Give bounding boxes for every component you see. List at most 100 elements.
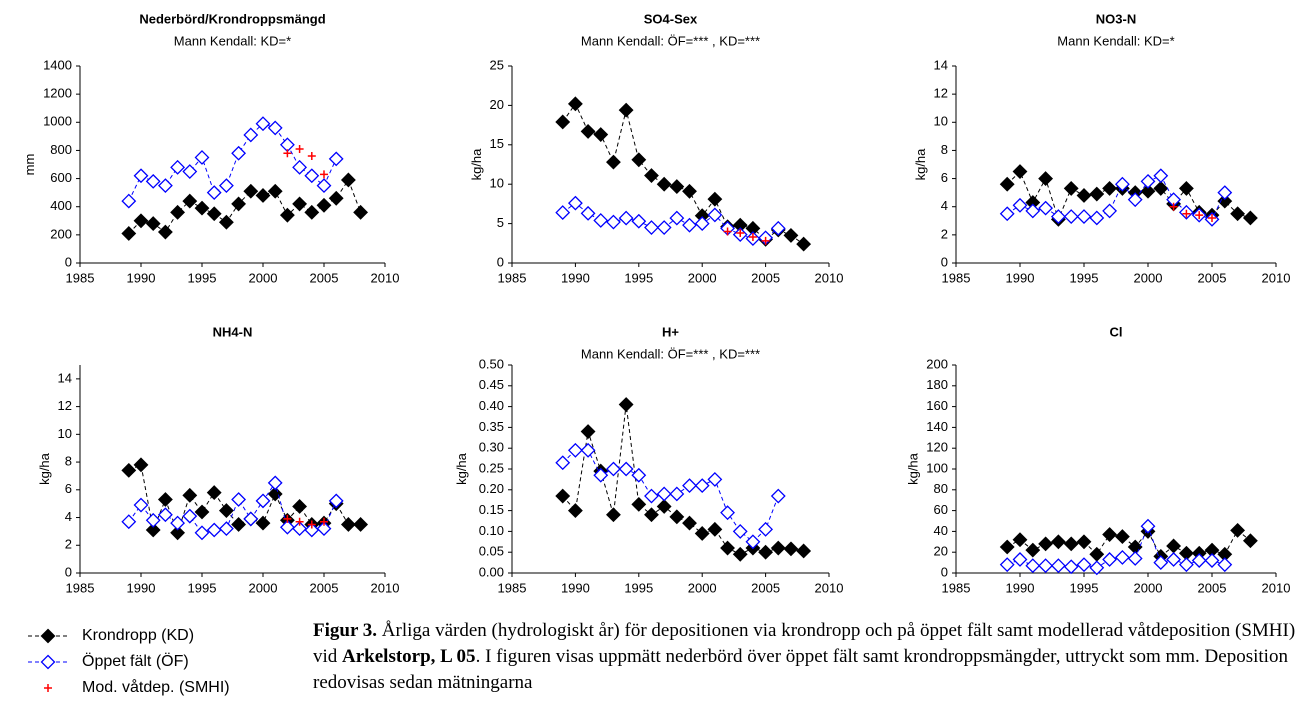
marker bbox=[1063, 181, 1079, 196]
x-tick-label: 1995 bbox=[188, 270, 217, 285]
marker bbox=[999, 176, 1015, 192]
marker bbox=[1242, 533, 1258, 549]
legend-label: Mod. våtdep. (SMHI) bbox=[82, 678, 230, 696]
chart-title: Nederbörd/Krondroppsmängd bbox=[139, 11, 325, 26]
x-tick-label: 2010 bbox=[815, 270, 844, 285]
marker bbox=[1191, 553, 1207, 568]
y-tick-label: 0.45 bbox=[479, 377, 504, 392]
marker bbox=[1204, 553, 1220, 568]
marker bbox=[1012, 197, 1028, 213]
marker bbox=[1127, 192, 1143, 208]
y-tick-label: 12 bbox=[934, 86, 948, 101]
marker bbox=[555, 455, 571, 471]
y-axis-label: kg/ha bbox=[913, 148, 928, 181]
x-tick-label: 1990 bbox=[127, 580, 156, 595]
y-tick-label: 0 bbox=[941, 254, 948, 269]
y-tick-label: 14 bbox=[58, 370, 72, 385]
legend-marker bbox=[44, 684, 52, 692]
chart-title: H+ bbox=[662, 324, 679, 339]
marker bbox=[340, 517, 356, 532]
x-tick-label: 2005 bbox=[310, 580, 339, 595]
marker bbox=[304, 168, 320, 184]
y-axis-label: kg/ha bbox=[906, 452, 921, 485]
x-tick-label: 2000 bbox=[1134, 580, 1163, 595]
marker bbox=[732, 523, 748, 539]
marker bbox=[736, 229, 745, 238]
marker bbox=[1050, 209, 1066, 224]
marker bbox=[170, 204, 186, 220]
x-tick-label: 2010 bbox=[1262, 270, 1291, 285]
marker bbox=[694, 216, 710, 232]
marker bbox=[133, 168, 149, 184]
y-tick-label: 2 bbox=[65, 537, 72, 552]
marker bbox=[1089, 186, 1105, 202]
marker bbox=[1208, 213, 1216, 222]
marker bbox=[1230, 522, 1246, 538]
marker bbox=[999, 557, 1015, 573]
y-tick-label: 0.35 bbox=[479, 419, 504, 434]
marker bbox=[243, 183, 259, 199]
x-tick-label: 2005 bbox=[1198, 270, 1227, 285]
marker bbox=[267, 120, 283, 136]
y-tick-label: 1000 bbox=[43, 114, 72, 129]
marker bbox=[304, 522, 320, 538]
marker bbox=[723, 227, 732, 236]
marker bbox=[206, 522, 222, 538]
marker bbox=[231, 492, 247, 507]
marker bbox=[999, 539, 1015, 555]
marker bbox=[1102, 181, 1118, 196]
x-tick-label: 2000 bbox=[249, 270, 278, 285]
x-tick-label: 2000 bbox=[1134, 270, 1163, 285]
marker bbox=[157, 224, 173, 240]
x-tick-label: 1985 bbox=[66, 270, 95, 285]
marker bbox=[669, 210, 685, 226]
marker bbox=[593, 467, 609, 483]
marker bbox=[243, 127, 259, 143]
marker bbox=[307, 520, 316, 529]
marker bbox=[606, 507, 621, 523]
y-tick-label: 0.40 bbox=[479, 398, 504, 413]
marker bbox=[1076, 188, 1092, 203]
marker bbox=[292, 499, 308, 514]
y-tick-label: 8 bbox=[941, 142, 948, 157]
marker bbox=[1195, 211, 1204, 220]
marker bbox=[316, 521, 332, 537]
marker bbox=[1076, 209, 1092, 224]
y-tick-label: 100 bbox=[926, 460, 948, 475]
marker bbox=[1025, 203, 1041, 219]
marker bbox=[1153, 181, 1169, 196]
marker bbox=[1038, 200, 1054, 216]
marker bbox=[279, 519, 295, 535]
marker bbox=[631, 152, 647, 168]
y-tick-label: 6 bbox=[941, 170, 948, 185]
marker bbox=[783, 541, 799, 557]
marker bbox=[707, 521, 723, 537]
marker bbox=[720, 540, 735, 556]
marker bbox=[669, 509, 685, 525]
chart-subtitle: Mann Kendall: ÖF=*** , KD=*** bbox=[581, 346, 760, 361]
marker bbox=[1038, 558, 1054, 574]
marker bbox=[182, 193, 198, 209]
chart-subtitle: Mann Kendall: KD=* bbox=[174, 33, 291, 48]
marker bbox=[243, 511, 259, 527]
y-tick-label: 5 bbox=[497, 215, 504, 230]
marker bbox=[656, 176, 672, 192]
marker bbox=[206, 206, 222, 222]
marker bbox=[796, 236, 812, 252]
marker bbox=[182, 164, 198, 179]
marker bbox=[770, 540, 786, 556]
series-line bbox=[562, 449, 779, 543]
marker bbox=[644, 507, 659, 523]
marker bbox=[316, 197, 332, 213]
x-tick-label: 2010 bbox=[815, 580, 844, 595]
marker bbox=[133, 497, 149, 513]
marker bbox=[758, 521, 774, 537]
marker bbox=[182, 487, 198, 503]
marker bbox=[618, 102, 634, 118]
marker bbox=[307, 152, 316, 161]
marker bbox=[707, 191, 723, 207]
y-tick-label: 0 bbox=[941, 564, 948, 579]
x-tick-label: 1990 bbox=[561, 580, 590, 595]
marker bbox=[1242, 210, 1258, 226]
